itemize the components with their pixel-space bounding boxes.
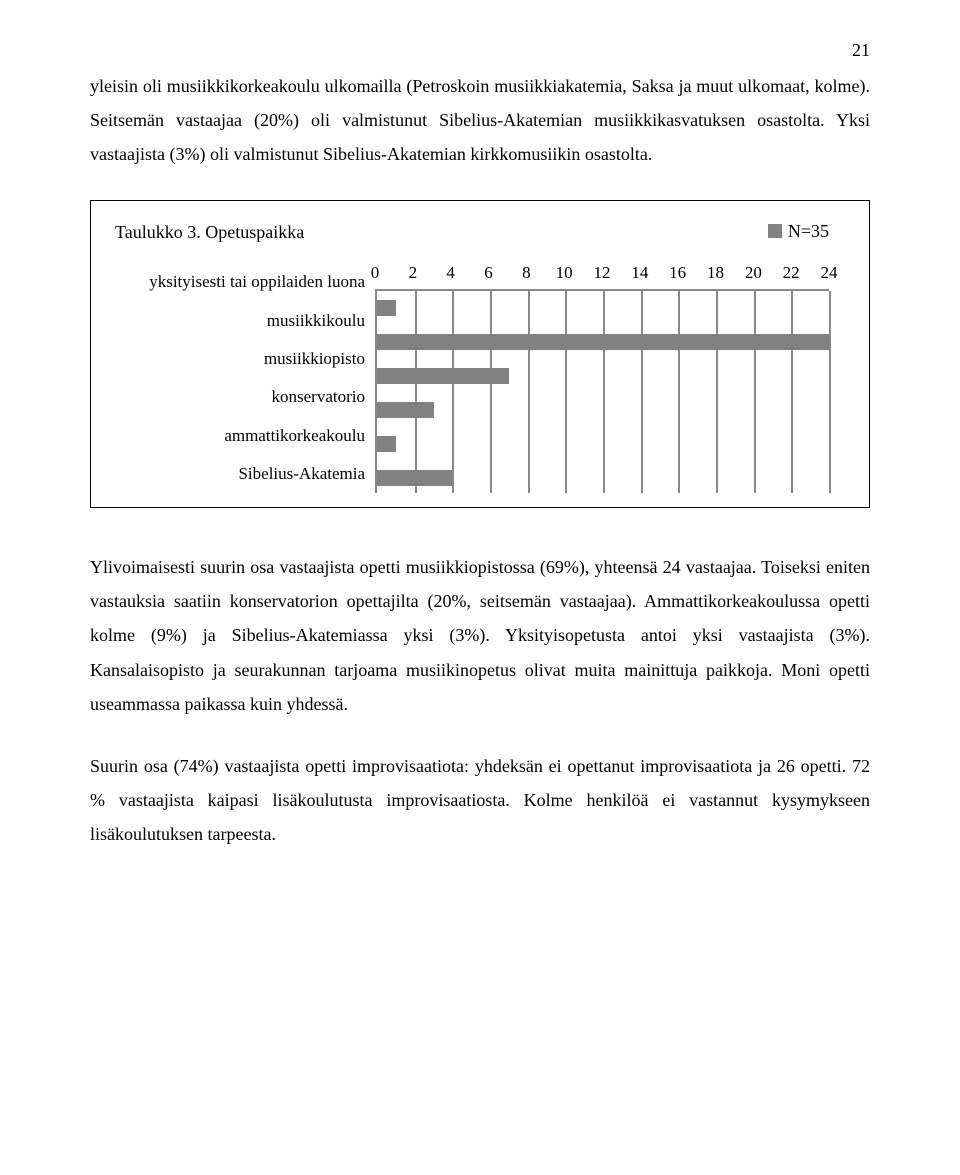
gridline	[829, 291, 831, 493]
x-tick: 22	[783, 263, 800, 283]
y-axis-labels: yksityisesti tai oppilaiden luona musiikk…	[115, 263, 375, 493]
x-tick: 16	[669, 263, 686, 283]
bar-row	[377, 359, 829, 393]
bar	[377, 470, 452, 486]
bar-row	[377, 461, 829, 495]
bar	[377, 300, 396, 316]
plot-wrap: 024681012141618202224	[375, 263, 829, 493]
plot-area	[375, 289, 829, 493]
paragraph-1: yleisin oli musiikkikorkeakoulu ulkomail…	[90, 69, 870, 172]
bar	[377, 368, 509, 384]
x-tick: 14	[631, 263, 648, 283]
x-tick: 20	[745, 263, 762, 283]
chart-body: yksityisesti tai oppilaiden luona musiikk…	[115, 263, 829, 493]
bar-row	[377, 291, 829, 325]
paragraph-2: Ylivoimaisesti suurin osa vastaajista op…	[90, 550, 870, 721]
x-tick: 6	[484, 263, 493, 283]
chart-title: Taulukko 3. Opetuspaikka	[115, 222, 304, 243]
bar-row	[377, 325, 829, 359]
y-axis-label: musiikkikoulu	[115, 304, 365, 338]
chart-header: Taulukko 3. Opetuspaikka N=35	[115, 221, 829, 244]
x-tick: 18	[707, 263, 724, 283]
legend-label: N=35	[788, 221, 829, 242]
y-axis-label: konservatorio	[115, 380, 365, 414]
x-tick: 2	[409, 263, 418, 283]
x-tick: 12	[594, 263, 611, 283]
x-tick: 24	[821, 263, 838, 283]
chart-container: Taulukko 3. Opetuspaikka N=35 yksityises…	[90, 200, 870, 509]
y-axis-label: ammattikorkeakoulu	[115, 419, 365, 453]
x-tick: 10	[556, 263, 573, 283]
bar-row	[377, 427, 829, 461]
x-tick: 0	[371, 263, 380, 283]
bar-row	[377, 393, 829, 427]
page-number: 21	[90, 40, 870, 61]
paragraph-3: Suurin osa (74%) vastaajista opetti impr…	[90, 749, 870, 852]
chart-legend: N=35	[768, 221, 829, 242]
bar	[377, 436, 396, 452]
bar	[377, 402, 434, 418]
bar	[377, 334, 829, 350]
x-tick: 4	[446, 263, 455, 283]
legend-swatch	[768, 224, 782, 238]
y-axis-label: Sibelius-Akatemia	[115, 457, 365, 491]
y-axis-label: yksityisesti tai oppilaiden luona	[115, 265, 365, 299]
x-tick: 8	[522, 263, 531, 283]
y-axis-label: musiikkiopisto	[115, 342, 365, 376]
x-axis: 024681012141618202224	[375, 263, 829, 289]
